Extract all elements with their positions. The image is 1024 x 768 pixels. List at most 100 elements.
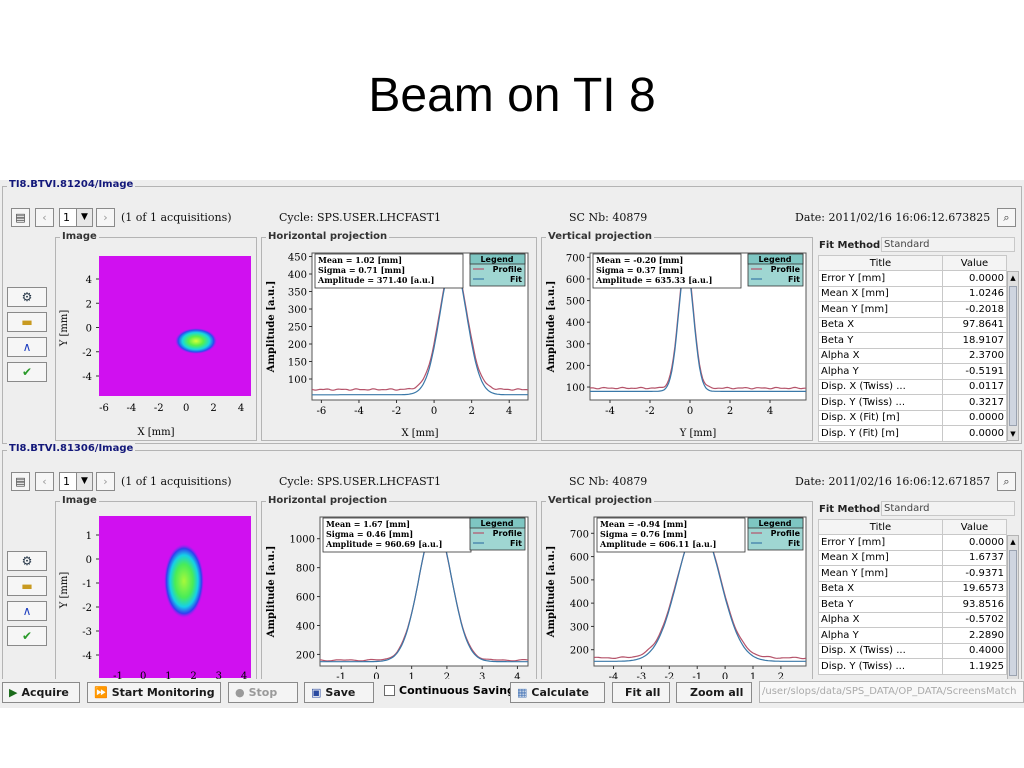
table-row[interactable]: Disp. Y (Fit) [m] 0.0000 [818,425,1008,442]
next-icon[interactable]: › [96,208,115,227]
table-row[interactable]: Error Y [mm] 0.0000 [818,534,1008,551]
fit-profile-button[interactable]: ∧ [7,337,47,357]
parameter-value: 93.8516 [941,596,1008,613]
scroll-up-icon[interactable]: ▲ [1010,538,1016,546]
scroll-thumb[interactable] [1009,286,1017,426]
table-row[interactable]: Mean Y [mm] -0.9371 [818,565,1008,582]
table-row[interactable]: Beta Y 18.9107 [818,332,1008,349]
chevron-down-icon[interactable]: ▼ [76,473,92,490]
x-tick-label: -2 [154,403,164,414]
parameter-name: Disp. X (Twiss) ... [818,378,943,395]
y-tick-label: 200 [570,646,589,657]
zoom-icon[interactable]: ⌕ [997,472,1016,491]
x-tick-label: -2 [664,672,674,680]
acquisition-index: 1 [63,475,70,488]
folder-icon: ▬ [21,579,33,593]
y-tick-label: 500 [566,297,585,308]
table-row[interactable]: Beta Y 93.8516 [818,596,1008,613]
scroll-down-icon[interactable]: ▼ [1010,430,1016,438]
zoom-icon[interactable]: ⌕ [997,208,1016,227]
vertical-projection-panel: Vertical projection 700 600 500 400 300 200 -4… [541,495,813,681]
bottom-toolbar: ▶ Acquire ⏩ Start Monitoring ● Stop ▣ Save C… [0,679,1024,708]
table-row[interactable]: Mean Y [mm] -0.2018 [818,301,1008,318]
open-folder-button[interactable]: ▬ [7,312,47,332]
settings-button[interactable]: ⚙ [7,287,47,307]
fit-line [320,522,528,663]
parameter-name: Mean X [mm] [818,549,943,566]
table-row[interactable]: Alpha X 2.3700 [818,347,1008,364]
x-tick-label: -6 [317,406,327,417]
continuous-saving-checkbox[interactable] [384,685,395,696]
x-tick-label: 2 [778,672,784,680]
validate-button[interactable]: ✔ [7,362,47,382]
table-row[interactable]: Error Y [mm] 0.0000 [818,270,1008,287]
acquisition-spinner[interactable]: 1 ▼ [59,472,93,491]
parameter-value: -0.5702 [941,611,1008,628]
table-scrollbar[interactable]: ▲ [1007,535,1019,681]
table-row[interactable]: Disp. Y (Twiss) ... 0.3217 [818,394,1008,411]
document-icon[interactable]: ▤ [11,208,30,227]
previous-icon[interactable]: ‹ [35,472,54,491]
fit-results-table: Title Value Error Y [mm] 0.0000 Mean X [mm] 1… [818,255,1008,442]
settings-button[interactable]: ⚙ [7,551,47,571]
acquisition-spinner[interactable]: 1 ▼ [59,208,93,227]
fit-method-field[interactable]: Standard [881,501,1015,516]
vertical-projection-panel: Vertical projection 700 600 500 400 300 200 10… [541,231,813,441]
table-row[interactable]: Disp. X (Fit) [m] 0.0000 [818,409,1008,426]
previous-icon[interactable]: ‹ [35,208,54,227]
save-button[interactable]: ▣ Save [304,682,374,703]
table-row[interactable]: Alpha Y 2.2890 [818,627,1008,644]
table-scrollbar[interactable]: ▲ ▼ [1007,271,1019,441]
chevron-down-icon[interactable]: ▼ [76,209,92,226]
y-tick-label: 700 [570,529,589,540]
scroll-thumb[interactable] [1009,550,1017,676]
stats-box [592,253,742,289]
start-monitoring-button[interactable]: ⏩ Start Monitoring [87,682,221,703]
table-row[interactable]: Disp. X (Twiss) ... 0.4000 [818,642,1008,659]
stats-line: Mean = 1.67 [mm] [326,519,410,529]
calculator-icon: ▦ [517,686,528,699]
table-row[interactable]: Alpha Y -0.5191 [818,363,1008,380]
fit-profile-button[interactable]: ∧ [7,601,47,621]
table-row[interactable]: Alpha X -0.5702 [818,611,1008,628]
table-row[interactable]: Mean X [mm] 1.6737 [818,549,1008,566]
column-header[interactable]: Title [818,519,943,535]
parameter-name: Beta X [818,580,943,597]
parameter-name: Alpha Y [818,363,943,380]
legend-item: Profile [771,529,801,538]
open-folder-button[interactable]: ▬ [7,576,47,596]
x-axis-label: X [mm] [401,428,438,439]
screen-section-2: TI8.BTVI.81306/Image ▤ ‹ 1 ▼ › (1 of 1 a… [2,443,1022,681]
fit-method-field[interactable]: Standard [881,237,1015,252]
stats-box [314,253,464,289]
parameter-value: 0.0000 [941,409,1008,426]
stats-line: Sigma = 0.37 [mm] [596,265,683,275]
stop-button[interactable]: ● Stop [228,682,298,703]
calculate-button[interactable]: ▦ Calculate [510,682,605,703]
column-header[interactable]: Value [941,255,1008,271]
table-row[interactable]: Beta X 97.8641 [818,316,1008,333]
x-tick-label: 1 [165,671,171,680]
fit-all-button[interactable]: Fit all [612,682,670,703]
parameter-value: 0.0000 [941,270,1008,287]
table-row[interactable]: Disp. X (Twiss) ... 0.0117 [818,378,1008,395]
zoom-all-button[interactable]: Zoom all [676,682,752,703]
y-tick-label: 300 [566,340,585,351]
legend-item: Profile [771,265,801,274]
table-row[interactable]: Beta X 19.6573 [818,580,1008,597]
scroll-up-icon[interactable]: ▲ [1010,274,1016,282]
stop-label: Stop [248,686,278,699]
column-header[interactable]: Value [941,519,1008,535]
save-path-field[interactable]: /user/slops/data/SPS_DATA/OP_DATA/Screen… [759,681,1024,703]
table-row[interactable]: Disp. Y (Twiss) ... 1.1925 [818,658,1008,675]
validate-button[interactable]: ✔ [7,626,47,646]
next-icon[interactable]: › [96,472,115,491]
document-icon[interactable]: ▤ [11,472,30,491]
sc-number: SC Nb: 40879 [569,211,648,224]
parameter-name: Mean Y [mm] [818,565,943,582]
table-row[interactable]: Mean X [mm] 1.0246 [818,285,1008,302]
acquire-button[interactable]: ▶ Acquire [2,682,80,703]
vertical-projection-chart: 700 600 500 400 300 200 100 -4 -2 0 2 4 Y [mm] Amplit… [546,252,807,439]
acquisition-count: (1 of 1 acquisitions) [121,475,232,488]
column-header[interactable]: Title [818,255,943,271]
